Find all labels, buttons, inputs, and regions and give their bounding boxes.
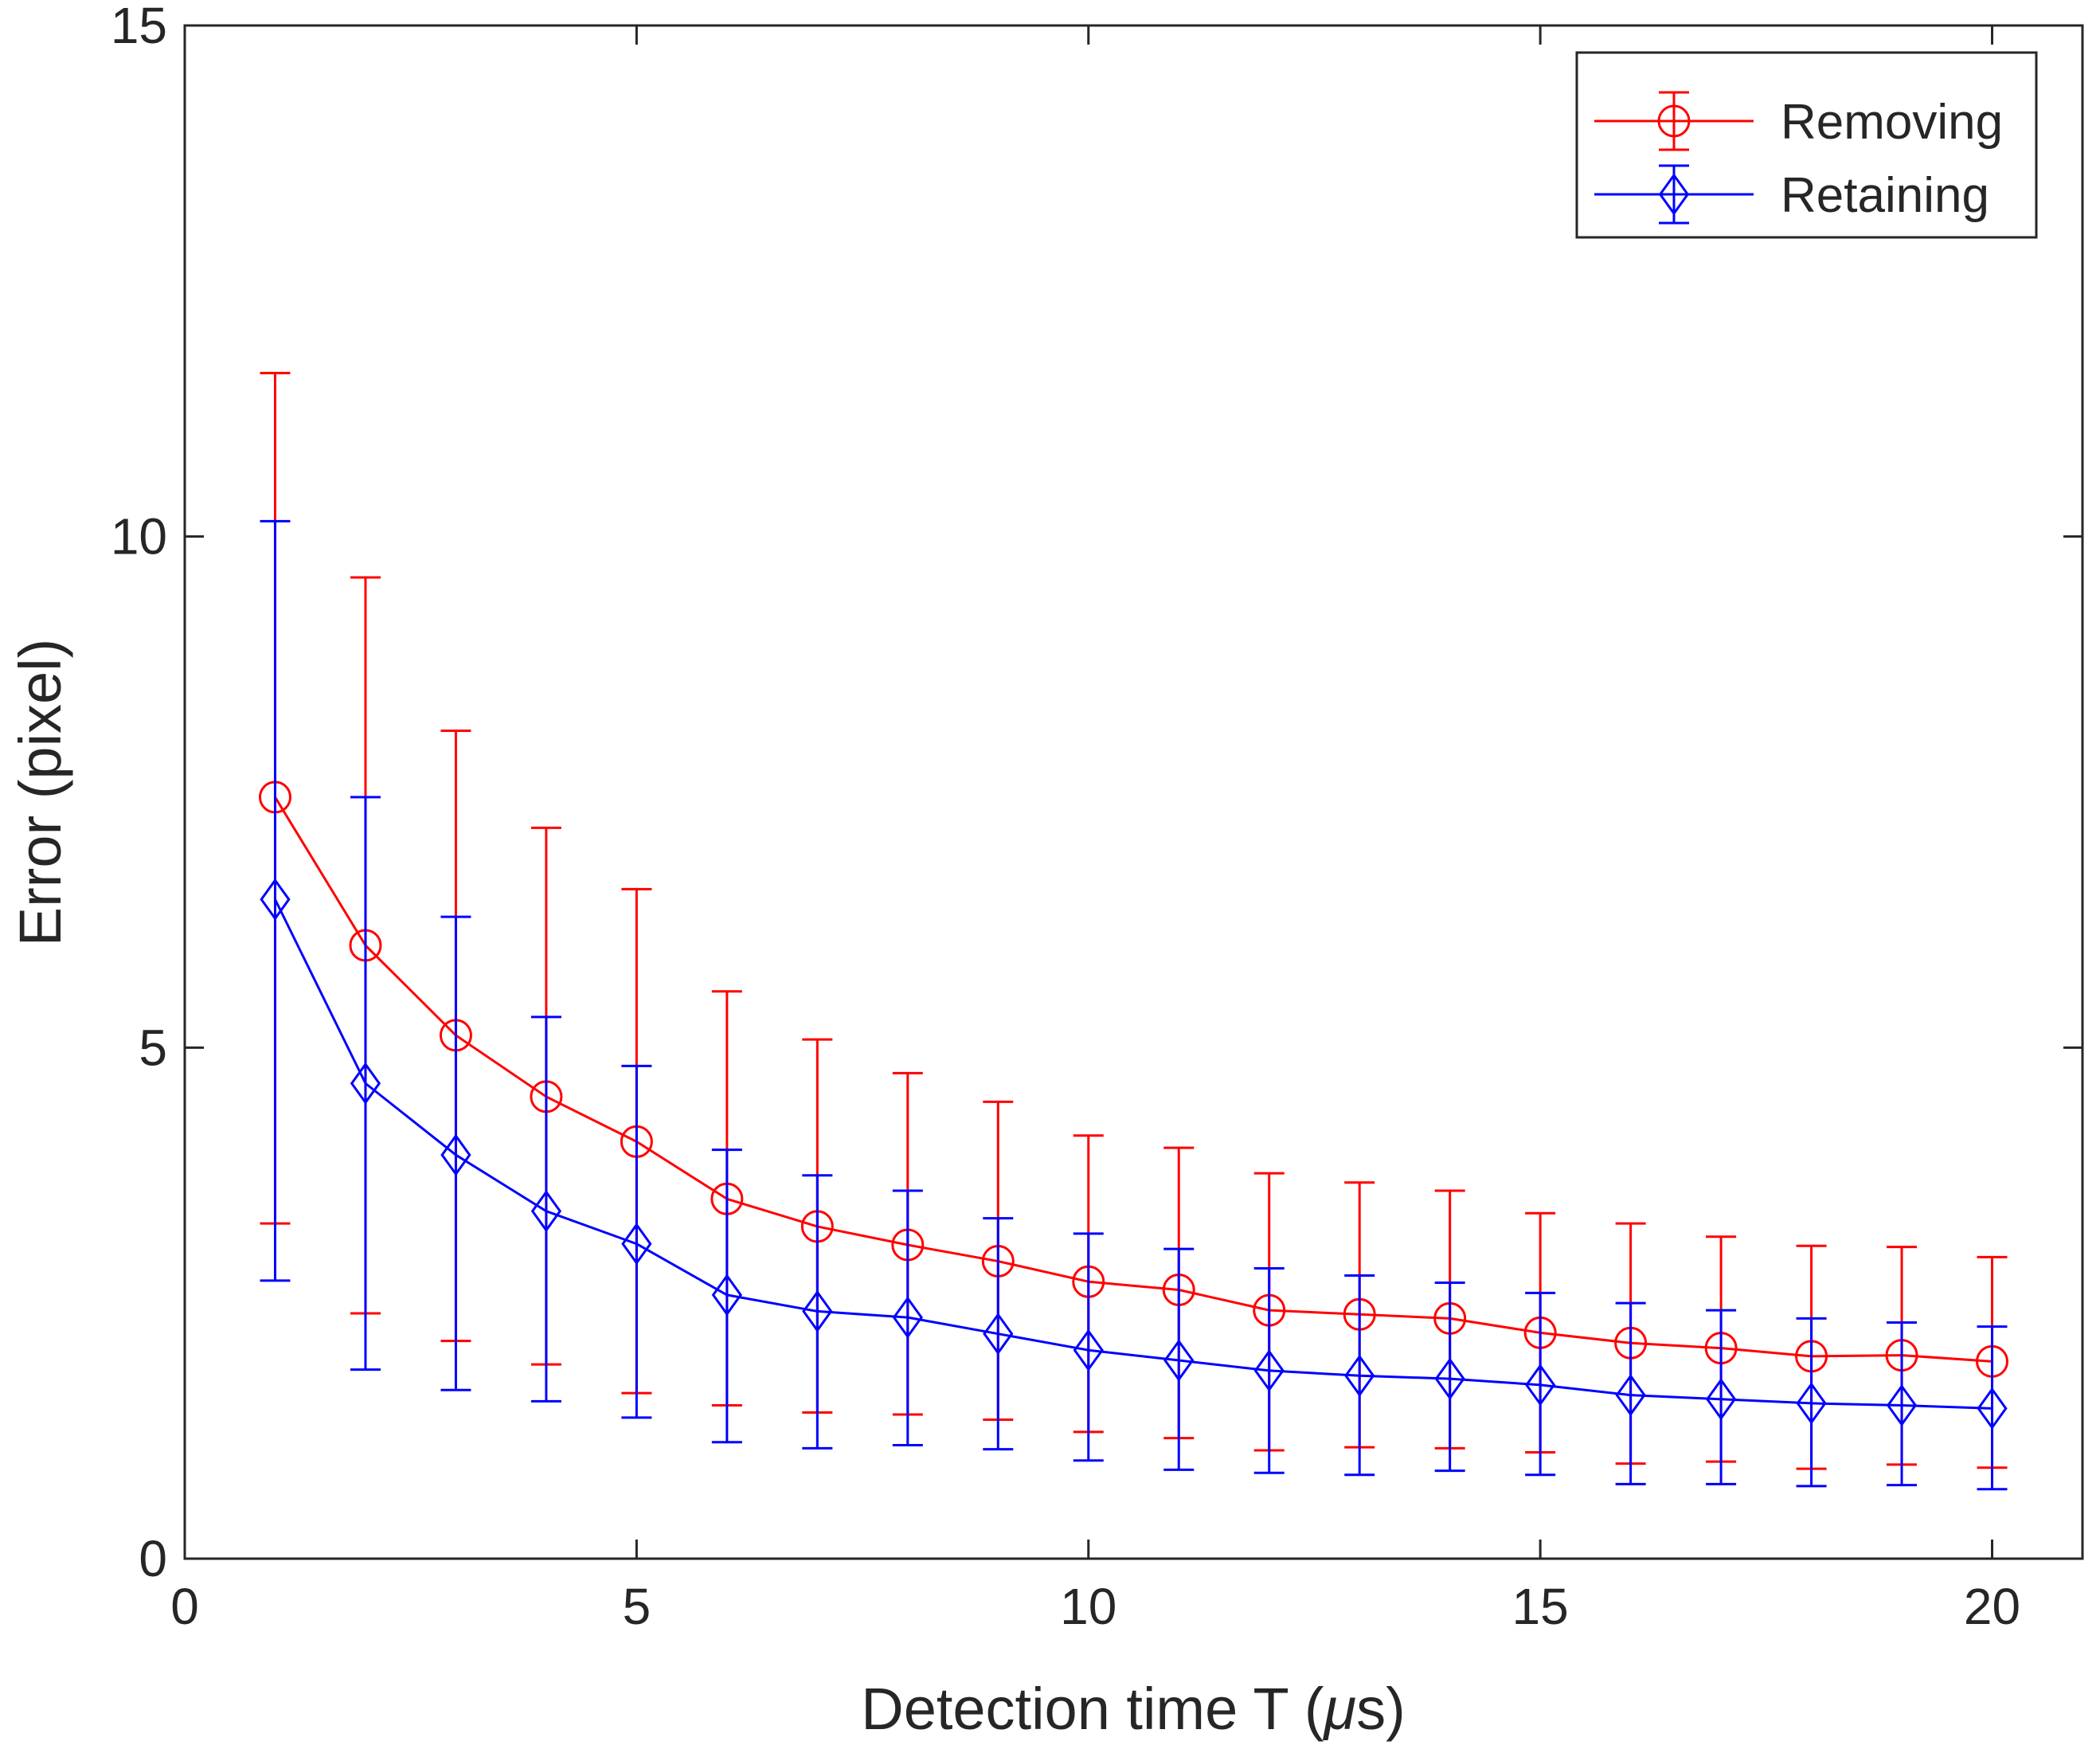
x-tick-label-4: 20 <box>1964 1578 2020 1635</box>
series-retaining <box>260 519 2008 1491</box>
retaining-point-15 <box>1525 1364 1556 1407</box>
retaining-point-4 <box>530 1190 562 1233</box>
retaining-point-13 <box>1344 1354 1375 1397</box>
retaining-point-11 <box>1163 1339 1195 1382</box>
y-tick-label-2: 10 <box>111 508 167 565</box>
retaining-point-10 <box>1073 1328 1104 1371</box>
legend-retaining-marker <box>1658 173 1690 216</box>
retaining-point-5 <box>621 1223 652 1266</box>
y-tick-label-0: 0 <box>139 1530 167 1587</box>
retaining-line <box>274 898 1992 1410</box>
x-axis-title-suffix: s) <box>1356 1676 1406 1742</box>
legend-retaining-label: Retaining <box>1781 168 1989 223</box>
x-axis-title-symbol: μ <box>1323 1676 1357 1742</box>
retaining-point-17 <box>1705 1378 1737 1421</box>
retaining-point-20 <box>1977 1387 2008 1430</box>
y-tick-label-3: 15 <box>111 0 167 54</box>
retaining-point-19 <box>1886 1383 1918 1427</box>
retaining-point-14 <box>1434 1357 1465 1400</box>
retaining-point-6 <box>711 1274 742 1317</box>
plot-frame <box>183 24 2084 1560</box>
y-axis-title: Error (pixel) <box>7 639 73 946</box>
x-tick-label-1: 5 <box>623 1578 651 1635</box>
retaining-point-2 <box>350 1062 381 1105</box>
legend: Removing Retaining <box>1575 51 2038 239</box>
retaining-point-16 <box>1615 1374 1646 1417</box>
retaining-point-1 <box>260 878 291 921</box>
retaining-point-7 <box>802 1289 833 1333</box>
retaining-point-8 <box>892 1296 923 1339</box>
legend-removing-label: Removing <box>1781 95 2003 150</box>
retaining-point-3 <box>440 1133 471 1176</box>
y-tick-label-1: 5 <box>139 1019 167 1076</box>
series-layer <box>258 371 2009 1491</box>
x-tick-label-2: 10 <box>1060 1578 1116 1635</box>
retaining-point-12 <box>1253 1349 1285 1392</box>
x-axis-title-text: Detection time T ( <box>861 1676 1324 1742</box>
x-tick-label-3: 15 <box>1512 1578 1569 1635</box>
legend-removing-marker <box>1657 104 1691 138</box>
retaining-point-18 <box>1796 1382 1827 1425</box>
tick-layer: 0 5 10 15 20 0 5 10 15 <box>111 0 2082 1635</box>
x-tick-label-0: 0 <box>170 1578 199 1635</box>
retaining-point-9 <box>983 1313 1014 1356</box>
legend-box <box>1575 51 2038 239</box>
x-axis-title: Detection time T (μs) <box>861 1676 1405 1742</box>
